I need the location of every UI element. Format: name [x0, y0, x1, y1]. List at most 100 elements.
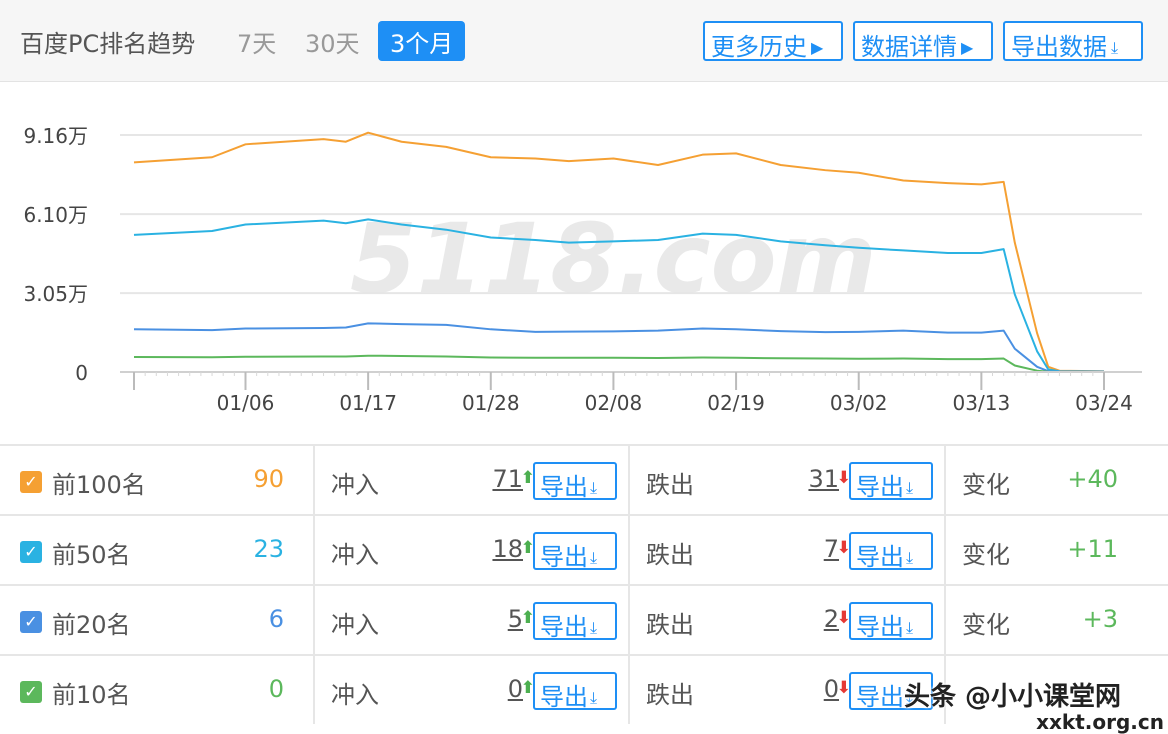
data-details-label: 数据详情	[861, 33, 957, 61]
export-entered-button[interactable]: 导出 ⤓	[533, 462, 617, 501]
dropped-cell: 跌出 2 ⬇ 导出 ⤓	[628, 586, 943, 654]
entered-count-link[interactable]: 71	[492, 465, 523, 493]
download-icon: ⤓	[590, 688, 598, 707]
rank-tier-cell: ✓ 前10名 0	[0, 656, 312, 724]
rank-stats-table: ✓ 前100名 90 冲入 71 ⬆ 导出 ⤓ 跌出 31 ⬇ 导出 ⤓ 变化 +4…	[0, 444, 1168, 734]
change-value: +11	[1067, 535, 1118, 563]
export-label: 导出	[856, 473, 904, 501]
rank-tier-cell: ✓ 前50名 23	[0, 516, 312, 584]
export-label: 导出	[540, 683, 588, 711]
range-7d-tab[interactable]: 7天	[237, 30, 277, 58]
export-dropped-button[interactable]: 导出 ⤓	[849, 532, 933, 571]
rank-row: ✓ 前100名 90 冲入 71 ⬆ 导出 ⤓ 跌出 31 ⬇ 导出 ⤓ 变化 +4…	[0, 444, 1168, 514]
entered-count-link[interactable]: 5	[507, 605, 523, 633]
arrow-up-icon: ⬆	[520, 678, 535, 698]
range-30d-tab[interactable]: 30天	[305, 30, 360, 58]
chart-watermark: 5118.com	[350, 203, 877, 315]
change-value: +3	[1082, 605, 1118, 633]
caret-right-icon: ▶	[811, 38, 824, 57]
change-label: 变化	[962, 611, 1010, 639]
x-tick-label: 01/06	[217, 391, 275, 415]
y-tick-label: 9.16万	[23, 124, 88, 148]
change-cell	[944, 656, 1168, 724]
rank-row: ✓ 前50名 23 冲入 18 ⬆ 导出 ⤓ 跌出 7 ⬇ 导出 ⤓ 变化 +11	[0, 514, 1168, 584]
rank-tier-label: 前100名	[52, 471, 146, 499]
x-tick-label: 01/28	[462, 391, 520, 415]
panel-title: 百度PC排名趋势	[20, 30, 196, 58]
change-label: 变化	[962, 471, 1010, 499]
trend-chart: 5118.com 0 3.05万 6.10万 9.16万 01/06 01/17 01/28…	[0, 82, 1168, 444]
rank-row: ✓ 前20名 6 冲入 5 ⬆ 导出 ⤓ 跌出 2 ⬇ 导出 ⤓ 变化 +3	[0, 584, 1168, 654]
export-data-label: 导出数据	[1011, 33, 1107, 61]
series-checkbox[interactable]: ✓	[20, 611, 42, 633]
x-tick-label: 03/24	[1075, 391, 1133, 415]
download-icon: ⤓	[906, 618, 914, 637]
download-icon: ⤓	[590, 618, 598, 637]
x-tick-label: 03/02	[830, 391, 888, 415]
download-icon: ⤓	[590, 548, 598, 567]
change-cell: 变化 +40	[944, 446, 1168, 514]
change-cell: 变化 +3	[944, 586, 1168, 654]
dropped-label: 跌出	[646, 471, 694, 499]
chart-header: 百度PC排名趋势 7天 30天 3个月 更多历史 ▶ 数据详情 ▶ 导出数据 ⤓	[0, 0, 1168, 82]
rank-tier-count: 23	[253, 535, 284, 563]
series-line	[133, 322, 1104, 373]
rank-tier-count: 6	[268, 605, 284, 633]
arrow-down-icon: ⬇	[836, 468, 851, 488]
range-3m-tab[interactable]: 3个月	[378, 21, 466, 61]
arrow-down-icon: ⬇	[836, 538, 851, 558]
entered-cell: 冲入 0 ⬆ 导出 ⤓	[313, 656, 627, 724]
entered-cell: 冲入 18 ⬆ 导出 ⤓	[313, 516, 627, 584]
export-dropped-button[interactable]: 导出 ⤓	[849, 602, 933, 641]
dropped-count-link[interactable]: 0	[823, 675, 839, 703]
export-entered-button[interactable]: 导出 ⤓	[533, 672, 617, 711]
export-dropped-button[interactable]: 导出 ⤓	[849, 672, 933, 711]
series-line	[133, 354, 1104, 373]
dropped-label: 跌出	[646, 681, 694, 709]
download-icon: ⤓	[906, 548, 914, 567]
arrow-up-icon: ⬆	[520, 608, 535, 628]
rank-tier-label: 前50名	[52, 541, 131, 569]
series-checkbox[interactable]: ✓	[20, 541, 42, 563]
export-label: 导出	[856, 543, 904, 571]
trend-chart-svg: 5118.com 0 3.05万 6.10万 9.16万 01/06 01/17 01/28…	[23, 124, 1142, 415]
download-icon: ⤓	[906, 688, 914, 707]
data-details-button[interactable]: 数据详情 ▶	[853, 21, 993, 61]
download-icon: ⤓	[906, 478, 914, 497]
arrow-down-icon: ⬇	[836, 678, 851, 698]
y-tick-label: 6.10万	[23, 203, 88, 227]
export-label: 导出	[540, 613, 588, 641]
arrow-up-icon: ⬆	[520, 468, 535, 488]
entered-label: 冲入	[331, 681, 379, 709]
entered-cell: 冲入 71 ⬆ 导出 ⤓	[313, 446, 627, 514]
x-tick-label: 02/19	[707, 391, 765, 415]
dropped-label: 跌出	[646, 611, 694, 639]
more-history-button[interactable]: 更多历史 ▶	[703, 21, 843, 61]
series-checkbox[interactable]: ✓	[20, 471, 42, 493]
export-label: 导出	[540, 543, 588, 571]
dropped-cell: 跌出 31 ⬇ 导出 ⤓	[628, 446, 943, 514]
rank-tier-count: 0	[268, 675, 284, 703]
export-dropped-button[interactable]: 导出 ⤓	[849, 462, 933, 501]
y-tick-label: 0	[75, 361, 88, 385]
dropped-count-link[interactable]: 31	[808, 465, 839, 493]
export-data-button[interactable]: 导出数据 ⤓	[1003, 21, 1143, 61]
change-label: 变化	[962, 541, 1010, 569]
entered-count-link[interactable]: 18	[492, 535, 523, 563]
entered-count-link[interactable]: 0	[507, 675, 523, 703]
entered-label: 冲入	[331, 611, 379, 639]
export-entered-button[interactable]: 导出 ⤓	[533, 532, 617, 571]
entered-label: 冲入	[331, 541, 379, 569]
rank-tier-label: 前10名	[52, 681, 131, 709]
export-label: 导出	[540, 473, 588, 501]
rank-tier-count: 90	[253, 465, 284, 493]
export-entered-button[interactable]: 导出 ⤓	[533, 602, 617, 641]
change-value: +40	[1067, 465, 1118, 493]
dropped-cell: 跌出 0 ⬇ 导出 ⤓	[628, 656, 943, 724]
series-checkbox[interactable]: ✓	[20, 681, 42, 703]
dropped-count-link[interactable]: 2	[823, 605, 839, 633]
rank-row: ✓ 前10名 0 冲入 0 ⬆ 导出 ⤓ 跌出 0 ⬇ 导出 ⤓	[0, 654, 1168, 724]
entered-label: 冲入	[331, 471, 379, 499]
arrow-up-icon: ⬆	[520, 538, 535, 558]
dropped-count-link[interactable]: 7	[823, 535, 839, 563]
